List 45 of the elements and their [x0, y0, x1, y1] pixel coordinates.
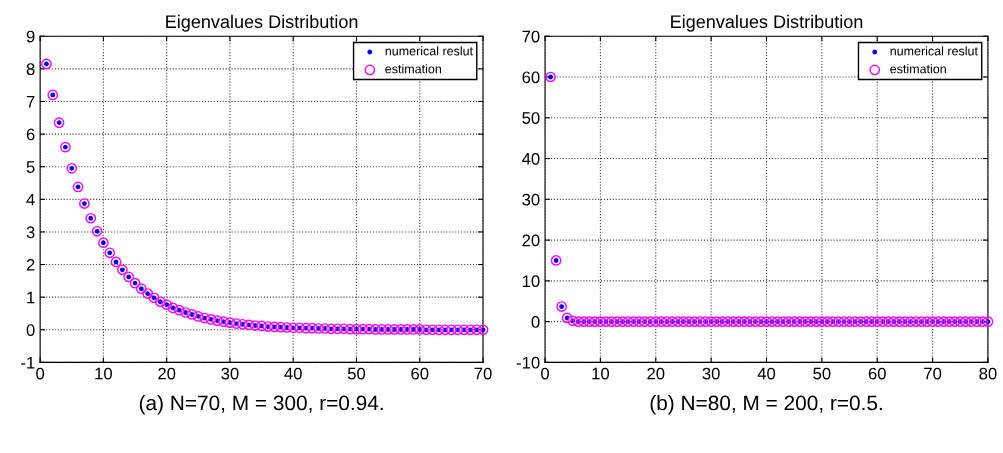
y-tick-label: 60 — [522, 71, 540, 84]
y-tick-label: 20 — [522, 234, 540, 247]
x-tick-label: 40 — [757, 367, 776, 380]
x-tick-label: 20 — [158, 367, 176, 380]
x-tick-label: 60 — [868, 367, 886, 380]
x-tick-label: 50 — [813, 367, 831, 380]
chart-title: Eigenvalues Distribution — [166, 14, 358, 32]
y-tick-label: -1 — [21, 356, 35, 369]
x-tick-label: 10 — [95, 367, 113, 380]
legend-label: estimation — [890, 64, 946, 74]
x-tick-label: 10 — [592, 367, 610, 380]
y-tick-label: 4 — [26, 193, 35, 206]
y-tick-label: 50 — [522, 112, 540, 124]
y-tick-label: 10 — [522, 275, 540, 288]
x-tick-label: 0 — [36, 367, 45, 380]
y-tick-label: 8 — [26, 63, 35, 76]
y-tick-label: 40 — [522, 152, 540, 165]
x-tick-label: 50 — [347, 367, 366, 380]
y-tick-label: 2 — [26, 258, 35, 271]
y-tick-label: 7 — [26, 96, 35, 108]
y-tick-label: 0 — [26, 324, 35, 336]
legend-label: numerical reslut — [890, 46, 978, 56]
y-tick-label: -10 — [516, 356, 540, 369]
x-tick-label: 0 — [541, 367, 550, 380]
y-tick-label: 30 — [522, 193, 540, 206]
y-tick-label: 1 — [27, 291, 35, 304]
y-tick-label: 9 — [26, 30, 35, 43]
x-tick-label: 70 — [474, 367, 492, 380]
x-tick-label: 30 — [702, 367, 720, 380]
x-tick-label: 20 — [647, 367, 665, 380]
legend-label: estimation — [385, 64, 441, 74]
x-tick-label: 80 — [979, 367, 997, 380]
y-tick-label: 3 — [26, 226, 35, 239]
y-tick-label: 0 — [531, 316, 540, 328]
x-tick-label: 40 — [284, 367, 302, 380]
legend-label: numerical reslut — [385, 46, 473, 56]
y-tick-label: 70 — [522, 30, 540, 43]
x-tick-label: 60 — [411, 367, 429, 380]
x-tick-label: 30 — [221, 367, 239, 380]
y-tick-label: 5 — [26, 161, 35, 173]
x-tick-label: 70 — [924, 367, 942, 380]
text: (a) N=70, M = 300, r=0.94. — [139, 395, 383, 415]
chart-title: Eigenvalues Distribution — [671, 14, 863, 32]
text: (b) N=80, M = 200, r=0.5. — [650, 395, 882, 415]
y-tick-label: 6 — [26, 128, 35, 141]
